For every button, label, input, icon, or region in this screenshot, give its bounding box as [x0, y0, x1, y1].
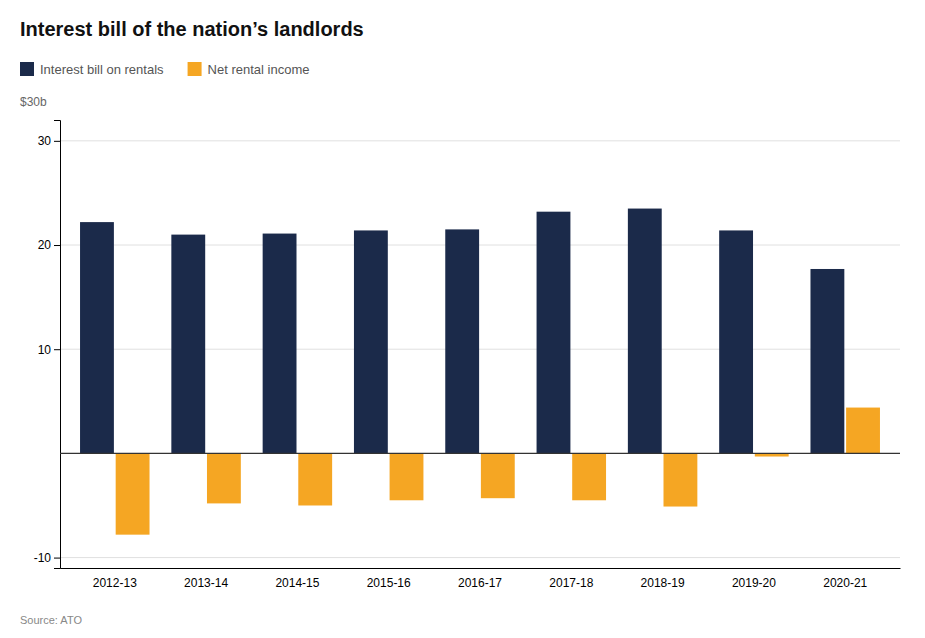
legend-item: Interest bill on rentals: [20, 62, 164, 77]
bar: [116, 453, 150, 534]
x-tick-label: 2017-18: [549, 576, 593, 590]
bar: [481, 453, 515, 498]
y-axis: -10 10 20 30: [34, 121, 61, 569]
y-tick-mark: [54, 558, 60, 559]
bar: [810, 269, 844, 453]
x-tick-label: 2015-16: [367, 576, 411, 590]
bar: [663, 453, 697, 506]
grid-line: [60, 140, 900, 141]
x-tick: 2020-21: [823, 576, 867, 590]
x-tick: 2016-17: [458, 576, 502, 590]
bar: [537, 212, 571, 454]
bar: [445, 229, 479, 453]
bar-series: [80, 209, 844, 454]
grid: [60, 141, 900, 558]
x-tick: 2019-20: [732, 576, 776, 590]
x-tick: 2017-18: [549, 576, 593, 590]
chart: -101020302012-132013-142014-152015-16201…: [0, 0, 925, 638]
plot: -101020302012-132013-142014-152015-16201…: [34, 121, 901, 590]
x-tick: 2012-13: [93, 576, 137, 590]
x-tick: 2014-15: [275, 576, 319, 590]
y-tick-label: -10: [34, 551, 52, 565]
bar: [354, 230, 388, 453]
y-tick-label: 10: [38, 343, 52, 357]
legend-swatch: [188, 62, 202, 76]
legend-item: Net rental income: [188, 62, 310, 77]
y-axis-label: $30b: [20, 95, 47, 109]
bar: [263, 234, 297, 454]
legend-label: Net rental income: [208, 62, 310, 77]
bar: [171, 235, 205, 454]
x-tick-label: 2013-14: [184, 576, 228, 590]
y-tick: 20: [38, 238, 60, 252]
x-tick-label: 2012-13: [93, 576, 137, 590]
x-axis-line: [61, 568, 901, 569]
y-tick-label: 20: [38, 238, 52, 252]
y-tick: 30: [38, 134, 60, 148]
x-tick: 2013-14: [184, 576, 228, 590]
grid-line: [60, 557, 900, 558]
x-tick-label: 2014-15: [275, 576, 319, 590]
y-tick-mark: [54, 141, 60, 142]
x-tick-label: 2019-20: [732, 576, 776, 590]
y-tick: -10: [34, 551, 60, 565]
legend: Interest bill on rentals Net rental incom…: [20, 62, 309, 77]
source: Source: ATO: [20, 614, 82, 626]
bar: [80, 222, 114, 453]
x-tick-label: 2020-21: [823, 576, 867, 590]
bar: [390, 453, 424, 500]
legend-label: Interest bill on rentals: [40, 62, 164, 77]
bar: [207, 453, 241, 503]
y-tick-label: 30: [38, 134, 52, 148]
bar: [846, 408, 880, 454]
bars: [80, 209, 880, 535]
y-axis-line: [54, 121, 61, 569]
legend-swatch: [20, 62, 34, 76]
zero-line: [60, 453, 900, 454]
bar: [628, 209, 662, 454]
bar: [298, 453, 332, 505]
y-tick-mark: [54, 349, 60, 350]
x-axis: 2012-13 2013-14 2014-15 2015-16 2016-17 2017-…: [61, 569, 901, 590]
x-tick: 2018-19: [641, 576, 685, 590]
bar: [719, 230, 753, 453]
x-tick: 2015-16: [367, 576, 411, 590]
bar-series: [116, 408, 880, 535]
x-tick-label: 2016-17: [458, 576, 502, 590]
y-tick: 10: [38, 343, 60, 357]
bar: [572, 453, 606, 500]
x-tick-label: 2018-19: [641, 576, 685, 590]
y-tick-mark: [54, 245, 60, 246]
title: Interest bill of the nation’s landlords: [20, 18, 364, 40]
